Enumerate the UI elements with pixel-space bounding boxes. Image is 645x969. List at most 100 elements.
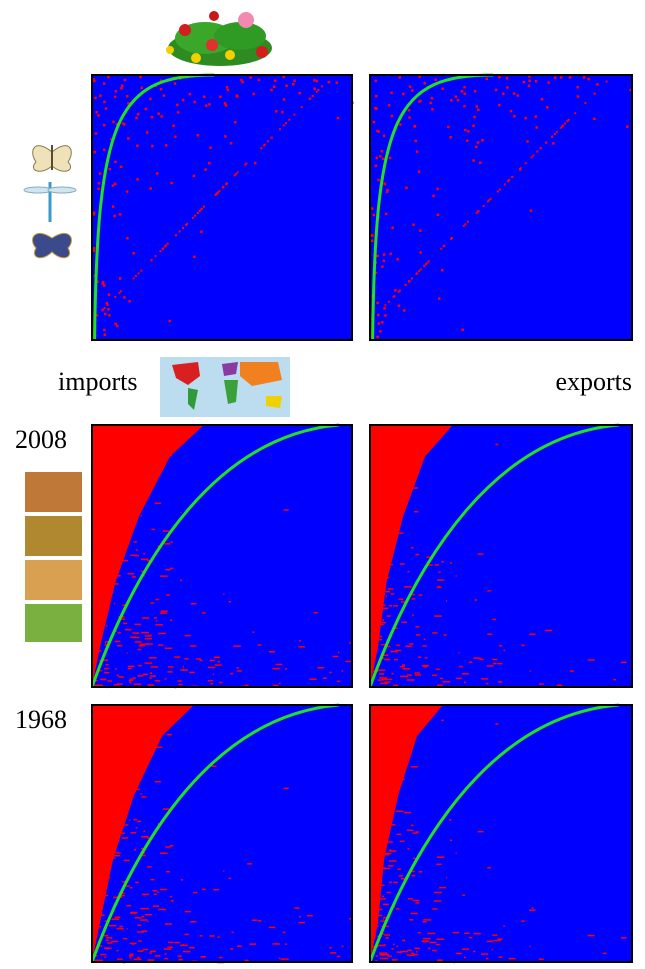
- red-cell: [422, 920, 427, 923]
- red-cell: [169, 619, 173, 622]
- red-cell: [118, 277, 122, 280]
- red-cell: [382, 253, 386, 256]
- red-cell: [503, 925, 505, 927]
- red-cell: [209, 935, 215, 937]
- red-cell: [387, 300, 390, 303]
- red-cell: [374, 813, 379, 815]
- red-cell: [629, 88, 633, 92]
- red-cell: [522, 80, 526, 84]
- red-cell: [106, 565, 109, 568]
- red-cell: [407, 898, 413, 900]
- red-cell: [396, 833, 402, 836]
- red-cell: [529, 209, 533, 212]
- red-cell: [373, 623, 375, 626]
- red-cell: [136, 112, 140, 116]
- red-cell: [103, 889, 106, 892]
- red-cell: [425, 438, 431, 441]
- red-cell: [377, 914, 383, 917]
- red-cell: [147, 866, 152, 868]
- red-cell: [219, 95, 222, 99]
- red-cell: [587, 77, 590, 81]
- red-cell: [280, 958, 289, 960]
- red-cell: [124, 427, 129, 430]
- red-cell: [102, 123, 106, 127]
- red-cell: [103, 328, 106, 332]
- red-cell: [372, 120, 376, 124]
- red-cell: [109, 466, 115, 468]
- red-cell: [300, 106, 303, 109]
- red-cell: [96, 787, 102, 790]
- red-cell: [428, 947, 431, 950]
- red-cell: [234, 121, 237, 124]
- red-cell: [477, 553, 484, 555]
- red-cell: [377, 679, 382, 681]
- red-cell: [104, 610, 109, 612]
- red-cell: [103, 333, 107, 336]
- red-cell: [401, 601, 409, 603]
- red-cell: [111, 555, 119, 558]
- red-cell: [257, 920, 262, 922]
- red-cell: [135, 788, 138, 790]
- red-cell: [620, 937, 627, 939]
- red-cell: [377, 178, 380, 182]
- red-cell: [386, 563, 393, 566]
- red-cell: [382, 134, 386, 138]
- red-cell: [390, 650, 399, 653]
- red-cell: [107, 942, 113, 944]
- world-map: [160, 357, 290, 417]
- red-cell: [164, 923, 173, 925]
- red-cell: [165, 568, 171, 571]
- red-cell: [547, 81, 550, 84]
- red-cell: [385, 767, 389, 770]
- red-cell: [92, 249, 95, 253]
- red-cell: [105, 301, 109, 305]
- red-cell: [150, 259, 153, 262]
- red-cell: [419, 268, 422, 271]
- red-cell: [411, 952, 414, 954]
- red-cell: [486, 940, 494, 943]
- red-cell: [155, 172, 159, 175]
- red-cell: [390, 593, 395, 595]
- red-cell: [192, 216, 195, 219]
- red-cell: [298, 646, 306, 648]
- red-cell: [102, 308, 105, 311]
- red-cell: [130, 912, 137, 914]
- red-cell: [329, 671, 332, 674]
- red-cell: [103, 100, 106, 104]
- red-cell: [102, 82, 106, 85]
- red-cell: [402, 664, 406, 666]
- red-cell: [122, 723, 126, 725]
- red-cell: [137, 924, 142, 927]
- red-cell: [406, 954, 415, 956]
- red-cell: [111, 918, 120, 920]
- red-cell: [399, 123, 402, 126]
- red-cell: [133, 541, 137, 543]
- red-cell: [408, 85, 412, 88]
- red-cell: [108, 924, 117, 927]
- red-cell: [445, 600, 448, 602]
- red-cell: [129, 956, 131, 959]
- red-cell: [159, 888, 168, 891]
- red-cell: [153, 617, 157, 619]
- red-cell: [559, 126, 562, 129]
- red-cell: [450, 839, 453, 842]
- red-cell: [509, 109, 513, 113]
- insect-icons: [23, 145, 77, 259]
- red-cell: [399, 563, 405, 565]
- red-cell: [381, 321, 384, 324]
- red-cell: [336, 955, 341, 958]
- red-cell: [349, 642, 353, 644]
- red-cell: [388, 849, 392, 851]
- red-cell: [154, 955, 161, 957]
- row-year: 1968: [15, 705, 67, 734]
- red-cell: [214, 664, 222, 666]
- red-cell: [407, 674, 412, 676]
- red-cell: [372, 852, 374, 855]
- red-cell: [125, 190, 129, 193]
- fit-curve: [371, 73, 494, 341]
- red-cell: [182, 950, 191, 953]
- red-cell: [143, 552, 146, 555]
- red-cell: [433, 900, 442, 902]
- red-cell: [380, 920, 388, 922]
- red-cell: [427, 260, 430, 263]
